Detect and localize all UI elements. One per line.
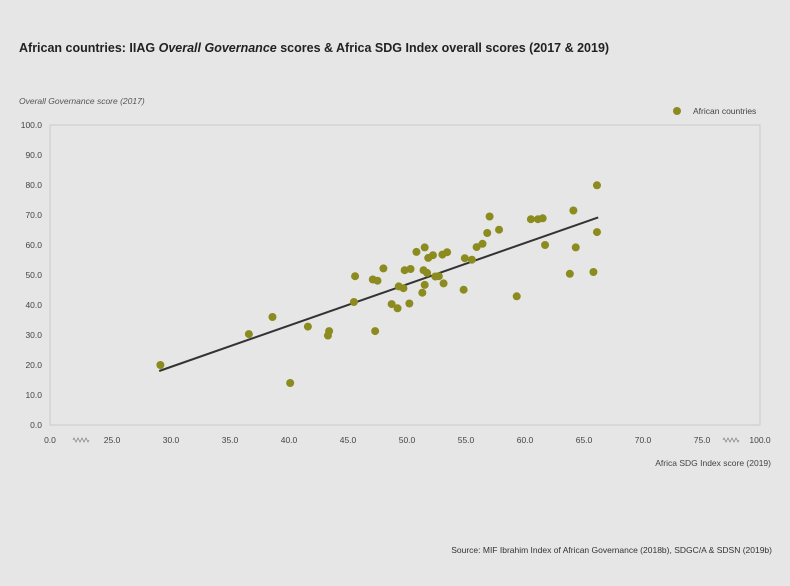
- data-point: [589, 268, 598, 276]
- y-tick-label: 10.0: [25, 390, 42, 400]
- data-point: [325, 327, 334, 336]
- data-point: [526, 215, 535, 224]
- x-axis-title: Africa SDG Index score (2019): [655, 458, 771, 468]
- legend-label: African countries: [693, 106, 756, 116]
- data-point: [268, 313, 277, 321]
- legend: African countries: [673, 106, 756, 116]
- x-tick-label: 75.0: [694, 435, 711, 445]
- x-tick-label: 60.0: [517, 435, 534, 445]
- data-point: [434, 272, 443, 281]
- data-point: [541, 241, 550, 249]
- y-tick-label: 20.0: [25, 360, 42, 370]
- data-point: [443, 248, 452, 257]
- trend-line: [158, 216, 599, 372]
- y-tick-label: 40.0: [25, 300, 42, 310]
- data-point: [406, 265, 415, 273]
- title-emphasis: Overall Governance: [158, 41, 277, 55]
- title-part-3: scores & Africa SDG Index overall scores…: [276, 41, 610, 55]
- data-point: [571, 243, 580, 252]
- data-point: [483, 229, 492, 237]
- data-point: [399, 284, 408, 293]
- data-point: [592, 181, 601, 190]
- x-tick-label: 35.0: [222, 435, 239, 445]
- x-tick-label: 30.0: [163, 435, 180, 445]
- data-point: [303, 322, 312, 331]
- y-tick-label: 50.0: [25, 270, 42, 280]
- data-point: [393, 304, 402, 313]
- x-tick-label: 55.0: [458, 435, 475, 445]
- source-note: Source: MIF Ibrahim Index of African Gov…: [451, 545, 772, 555]
- legend-marker: [673, 107, 681, 115]
- y-tick-label: 70.0: [25, 210, 42, 220]
- data-point: [472, 243, 481, 252]
- data-point: [460, 254, 469, 263]
- x-tick-label: 50.0: [399, 435, 416, 445]
- data-point: [373, 276, 382, 285]
- data-point: [485, 212, 494, 221]
- title-part-1: African countries: IIAG: [19, 41, 159, 55]
- data-point: [349, 298, 358, 306]
- x-tick-label: 40.0: [281, 435, 298, 445]
- y-tick-label: 100.0: [21, 120, 43, 130]
- data-point: [156, 361, 165, 369]
- data-point: [387, 300, 396, 309]
- data-point: [405, 299, 414, 308]
- data-point: [459, 285, 468, 294]
- y-tick-label: 90.0: [25, 150, 42, 160]
- data-point: [379, 264, 388, 273]
- data-point: [420, 243, 429, 252]
- data-point: [478, 239, 487, 248]
- x-tick-label: 65.0: [576, 435, 593, 445]
- data-point: [538, 214, 547, 223]
- x-tick-label: 100.0: [749, 435, 771, 445]
- axis-break-left: [72, 437, 90, 443]
- y-tick-label: 80.0: [25, 180, 42, 190]
- data-point: [420, 280, 429, 289]
- y-tick-label: 60.0: [25, 240, 42, 250]
- x-tick-label: 25.0: [104, 435, 121, 445]
- data-point: [244, 330, 253, 339]
- chart-title: African countries: IIAG Overall Governan…: [19, 41, 609, 55]
- data-point: [351, 272, 360, 281]
- data-point: [371, 327, 380, 336]
- plot-area: [49, 124, 761, 426]
- data-point: [412, 247, 421, 256]
- axis-break-right: [722, 437, 740, 443]
- data-point: [495, 225, 504, 234]
- y-tick-label: 30.0: [25, 330, 42, 340]
- x-tick-label: 45.0: [340, 435, 357, 445]
- data-point: [569, 206, 578, 215]
- data-point: [512, 292, 521, 301]
- data-point: [467, 255, 476, 264]
- data-point: [592, 228, 601, 237]
- y-tick-label: 0.0: [30, 420, 42, 430]
- y-axis-title: Overall Governance score (2017): [19, 96, 145, 106]
- data-point: [423, 268, 432, 277]
- data-point: [565, 269, 574, 278]
- data-point: [286, 379, 295, 387]
- x-tick-label: 70.0: [635, 435, 652, 445]
- data-point: [428, 251, 437, 260]
- data-point: [418, 288, 427, 297]
- x-tick-label: 0.0: [44, 435, 56, 445]
- data-point: [439, 279, 448, 288]
